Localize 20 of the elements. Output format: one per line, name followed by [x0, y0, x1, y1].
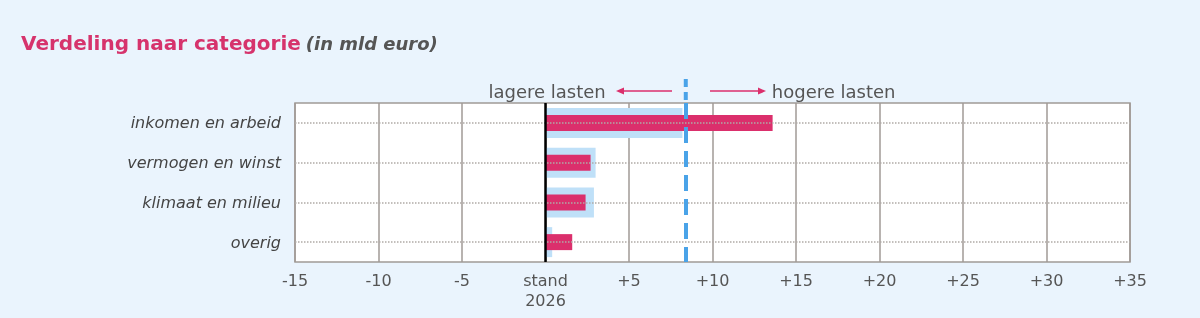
y-tick-label: vermogen en winst	[127, 153, 282, 173]
x-tick-label: -5	[454, 270, 470, 290]
x-tick-label: +15	[779, 270, 813, 290]
text: lagere lasten	[488, 80, 606, 102]
x-tick-label: +35	[1113, 270, 1147, 290]
x-tick-label: +20	[862, 270, 897, 290]
x-tick-label: +30	[1029, 270, 1064, 290]
x-tick-label: +5	[617, 270, 641, 290]
y-tick-label: klimaat en milieu	[142, 192, 281, 212]
chart-title: Verdeling naar categorie	[21, 31, 301, 55]
y-tick-label: inkomen en arbeid	[130, 113, 282, 133]
x-tick-label: -15	[281, 270, 309, 290]
bar	[545, 114, 773, 131]
y-tick-label: overig	[230, 232, 281, 252]
x-tick-label: stand 2026	[523, 270, 568, 310]
text: hogere lasten	[771, 80, 896, 102]
x-tick-label: +10	[695, 270, 730, 290]
chart-subtitle: (in mld euro)	[305, 32, 438, 54]
x-tick-label: +25	[946, 270, 980, 290]
x-tick-label: -10	[365, 270, 392, 290]
